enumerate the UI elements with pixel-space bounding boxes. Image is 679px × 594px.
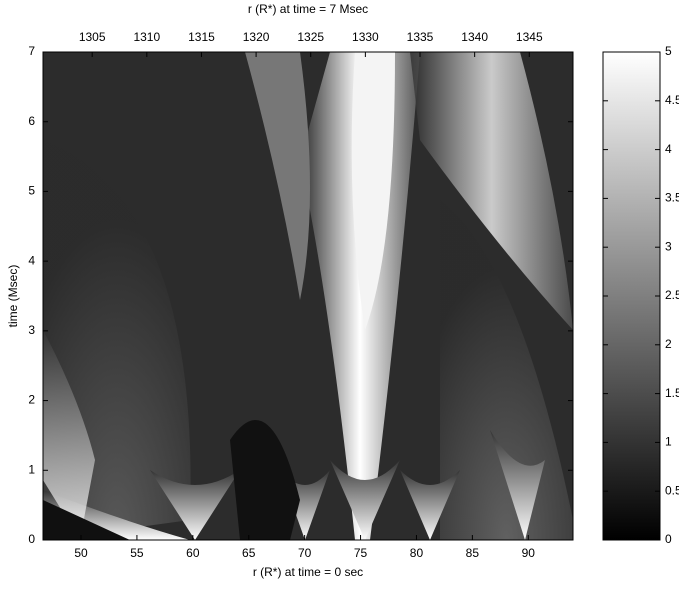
x-axis-label: r (R*) at time = 0 sec	[253, 565, 363, 579]
colorbar-tick-label: 0.5	[665, 483, 679, 497]
x-tick-label: 60	[186, 546, 200, 560]
heatmap-feature	[245, 52, 310, 300]
x2-tick-label: 1320	[243, 30, 270, 44]
y-tick-label: 5	[28, 184, 35, 198]
heatmap-feature	[410, 52, 573, 330]
heatmap-feature	[440, 200, 573, 540]
x-tick-label: 70	[298, 546, 312, 560]
y-tick-label: 0	[28, 532, 35, 546]
y-tick-label: 6	[28, 114, 35, 128]
colorbar-tick-label: 2	[665, 337, 672, 351]
colorbar-tick-label: 4	[665, 142, 672, 156]
plot-frame	[42, 51, 574, 541]
heatmap-feature	[150, 470, 240, 540]
x-tick-label: 65	[242, 546, 256, 560]
colorbar-tick-label: 2.5	[665, 288, 679, 302]
x-tick-label: 55	[130, 546, 144, 560]
x2-tick-label: 1335	[407, 30, 434, 44]
heatmap-feature	[330, 460, 400, 540]
colorbar-tick-label: 1.5	[665, 386, 679, 400]
x-tick-label: 85	[466, 546, 480, 560]
y-tick-label: 4	[28, 253, 35, 267]
heatmap-feature	[43, 500, 130, 540]
heatmap-feature	[400, 470, 460, 540]
x-tick-label: 75	[354, 546, 368, 560]
x2-tick-label: 1310	[133, 30, 160, 44]
x2-tick-label: 1330	[352, 30, 379, 44]
x-tick-label: 90	[522, 546, 536, 560]
x2-tick-label: 1315	[188, 30, 215, 44]
y-axis-label: time (Msec)	[6, 265, 20, 328]
y-tick-label: 2	[28, 393, 35, 407]
y-tick-label: 1	[28, 462, 35, 476]
heatmap-feature	[43, 330, 95, 540]
chart-title: r (R*) at time = 7 Msec	[248, 2, 368, 16]
colorbar	[602, 51, 661, 541]
y-tick-label: 7	[28, 44, 35, 58]
x2-tick-label: 1325	[297, 30, 324, 44]
heatmap	[43, 52, 573, 540]
heatmap-feature	[490, 430, 545, 540]
x2-tick-label: 1340	[461, 30, 488, 44]
heatmap-feature	[230, 420, 300, 540]
colorbar-tick-label: 5	[665, 44, 672, 58]
x-tick-label: 50	[74, 546, 88, 560]
y-tick-label: 3	[28, 323, 35, 337]
x2-tick-label: 1345	[516, 30, 543, 44]
colorbar-tick-label: 3	[665, 239, 672, 253]
x-tick-label: 80	[410, 546, 424, 560]
x2-tick-label: 1305	[79, 30, 106, 44]
colorbar-tick-label: 4.5	[665, 93, 679, 107]
colorbar-tick-label: 0	[665, 532, 672, 546]
heatmap-feature	[351, 52, 395, 330]
colorbar-tick-label: 3.5	[665, 191, 679, 205]
colorbar-tick-label: 1	[665, 435, 672, 449]
